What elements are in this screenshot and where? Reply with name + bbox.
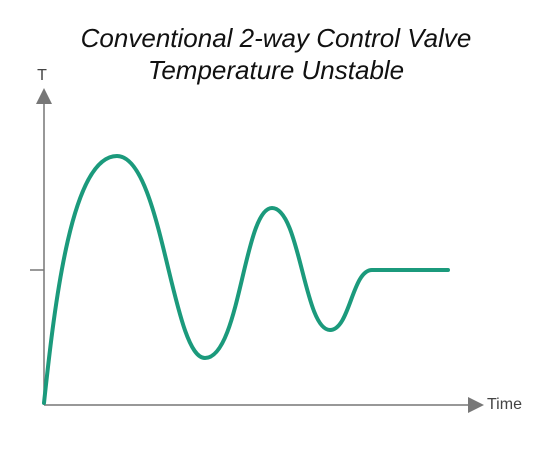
response-curve	[42, 154, 450, 405]
y-axis-label: T	[37, 67, 47, 84]
x-axis-arrow	[468, 397, 484, 413]
title-line: Temperature Unstable	[148, 55, 404, 85]
x-axis-label: Time	[487, 396, 522, 413]
title-line: Conventional 2-way Control Valve	[81, 23, 472, 53]
y-axis-arrow	[36, 88, 52, 104]
